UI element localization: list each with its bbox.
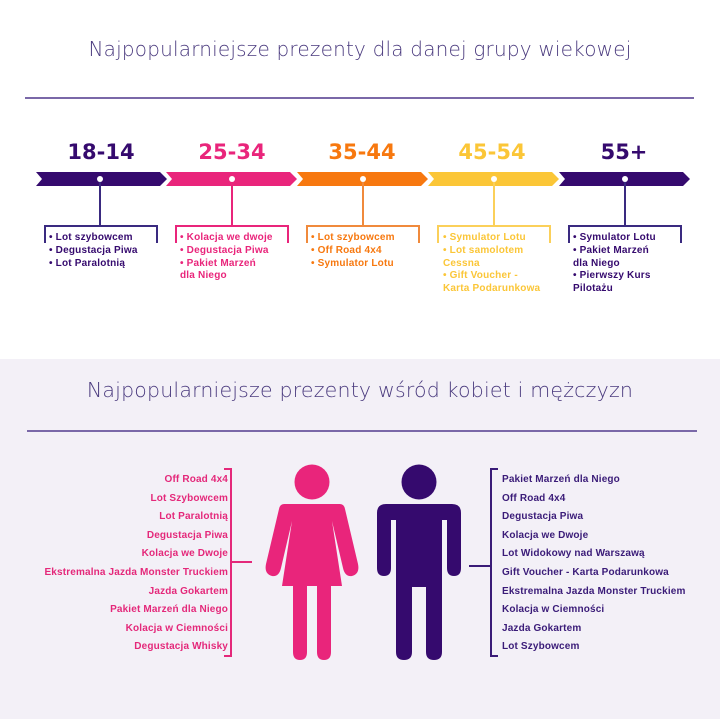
gift-item: Kolacja w Ciemności [502,604,605,616]
gift-item: Degustacja Piwa [502,511,584,523]
gift-item: Lot Widokowy nad Warszawą [502,548,645,560]
gift-list: • Symulator Lotu • Pakiet Marzeń dla Nie… [573,232,656,296]
gift-list: • Lot szybowcem • Degustacja Piwa • Lot … [49,232,138,270]
gift-item: Jazda Gokartem [148,585,228,597]
gift-item: Kolacja w Ciemności [125,622,228,634]
list-bracket [306,225,420,243]
gift-item: • Kolacja we dwoje [180,232,273,243]
gift-item: • Lot samolotem [443,244,524,256]
gender-section-title: Najpopularniejsze prezenty wśród kobiet … [86,378,634,402]
title-divider [27,430,697,432]
women-connector-line [232,561,252,563]
gift-item: • Degustacja Piwa [49,244,138,256]
timeline-dot [229,176,235,182]
gift-item: Ekstremalna Jazda Monster Truckiem [502,585,686,597]
connector-line [231,182,233,225]
gift-item: dla Niego [180,270,227,282]
gift-item: Degustacja Whisky [134,641,228,653]
gift-item: • Off Road 4x4 [311,244,382,256]
gift-item: Kolacja we Dwoje [141,548,228,560]
gift-item: Gift Voucher - Karta Podarunkowa [502,566,669,578]
men-connector-line [469,565,490,567]
gift-item: Degustacja Piwa [146,529,228,541]
age-label: 35-44 [328,140,396,164]
gift-item: Ekstremalna Jazda Monster Truckiem [44,566,228,578]
men-list-bracket [490,468,498,657]
gift-item: • Gift Voucher - [443,270,518,282]
woman-icon [265,464,359,660]
timeline-dot [622,176,628,182]
gift-item: Off Road 4x4 [164,474,228,485]
age-section-title: Najpopularniejsze prezenty dla danej gru… [88,37,632,61]
gift-item: Jazda Gokartem [502,622,582,634]
connector-line [624,182,626,225]
list-bracket [437,225,551,243]
gift-item: • Symulator Lotu [443,232,526,243]
women-gift-list: Off Road 4x4 Lot Szybowcem Lot Paralotni… [44,471,228,657]
women-list-bracket [224,468,232,657]
gift-item: • Symulator Lotu [573,232,656,243]
gift-item: Lot Szybowcem [502,641,580,653]
age-section: Najpopularniejsze prezenty dla danej gru… [0,0,720,359]
timeline-dot [360,176,366,182]
list-bracket [44,225,158,243]
gift-item: • Degustacja Piwa [180,244,269,256]
man-icon [377,464,461,660]
gift-item: Pakiet Marzeń dla Niego [110,604,228,616]
gift-item: Pakiet Marzeń dla Niego [502,474,620,485]
age-label: 55+ [600,140,648,164]
men-gift-list: Pakiet Marzeń dla Niego Off Road 4x4 Deg… [502,471,686,657]
gift-item: Off Road 4x4 [502,492,566,504]
age-label: 45-54 [458,140,526,164]
age-label: 18-14 [67,140,135,164]
gift-item: • Lot szybowcem [49,232,133,243]
list-bracket [175,225,289,243]
timeline-dot [97,176,103,182]
gift-item: Pilotażu [573,283,613,295]
gift-item: • Lot szybowcem [311,232,395,243]
gift-item: Lot Paralotnią [159,511,228,523]
gift-item: • Pakiet Marzeń [180,257,256,269]
gift-item: • Lot Paralotnią [49,257,126,269]
connector-line [99,182,101,225]
gender-section: Najpopularniejsze prezenty wśród kobiet … [0,359,720,719]
gift-item: Cessna [443,257,480,269]
gift-item: Lot Szybowcem [150,492,228,504]
gift-item: Karta Podarunkowa [443,283,541,295]
gift-list: • Kolacja we dwoje • Degustacja Piwa • P… [180,232,273,283]
gift-list: • Lot szybowcem • Off Road 4x4 • Symulat… [311,232,395,270]
gift-list: • Symulator Lotu • Lot samolotem Cessna … [443,232,540,296]
gift-item: Kolacja we Dwoje [502,529,589,541]
age-label: 25-34 [198,140,266,164]
gift-item: dla Niego [573,257,620,269]
connector-line [493,182,495,225]
title-divider [25,97,694,99]
connector-line [362,182,364,225]
timeline-dot [491,176,497,182]
gift-item: • Pakiet Marzeń [573,244,649,256]
gift-item: • Pierwszy Kurs [573,270,651,282]
gift-item: • Symulator Lotu [311,257,394,269]
list-bracket [568,225,682,243]
